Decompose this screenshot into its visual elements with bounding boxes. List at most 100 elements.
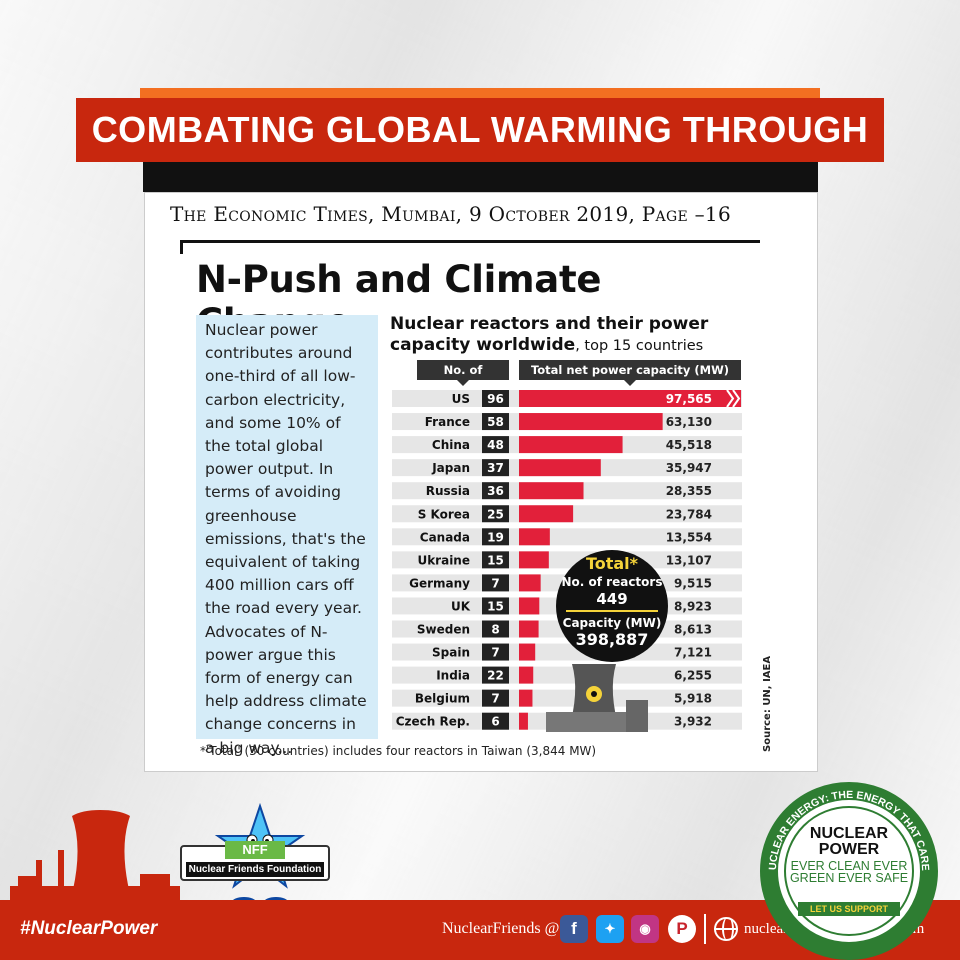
country-label: Czech Rep. <box>396 715 470 729</box>
country-label: Germany <box>409 576 470 590</box>
svg-text:NUCLEAR ENERGY: THE ENERGY THA: NUCLEAR ENERGY: THE ENERGY THAT CARES <box>756 778 931 871</box>
globe-icon <box>714 917 738 941</box>
reactor-count-value: 15 <box>487 599 504 613</box>
row-background <box>392 666 742 684</box>
reactor-count-box <box>482 482 509 500</box>
reactor-count-box <box>482 436 509 454</box>
capacity-bar <box>519 436 623 454</box>
capacity-bar <box>519 574 541 592</box>
chart-title-block: Nuclear reactors and their power capacit… <box>390 314 750 357</box>
country-label: Ukraine <box>417 553 470 567</box>
chart-subtitle: , top 15 countries <box>575 338 704 354</box>
pinterest-icon[interactable]: P <box>668 915 696 943</box>
seal-ring: NUCLEAR ENERGY: THE ENERGY THAT CARES <box>756 778 931 871</box>
row-background <box>392 551 742 569</box>
total-capacity-value: 398,887 <box>575 630 649 649</box>
capacity-value-label: 97,565 <box>666 392 712 406</box>
capacity-bar <box>519 482 584 500</box>
org-full-name: Nuclear Friends Foundation <box>186 862 324 877</box>
reactor-count-box <box>482 712 509 730</box>
country-label: Spain <box>432 646 470 660</box>
capacity-value-label: 13,107 <box>666 553 712 567</box>
reactor-count-box <box>482 505 509 523</box>
banner-fold-shadow <box>143 162 818 192</box>
total-badge: Total* No. of reactors 449 Capacity (MW)… <box>556 550 668 662</box>
country-label: India <box>436 669 470 683</box>
seal-line2: EVER CLEAN EVER GREEN EVER SAFE <box>789 859 909 885</box>
reactor-count-box <box>482 620 509 638</box>
country-label: Canada <box>420 530 470 544</box>
capacity-bar <box>519 551 549 569</box>
capacity-value-label: 45,518 <box>666 438 712 452</box>
capacity-value-label: 8,923 <box>674 599 712 613</box>
reactor-count-box <box>482 551 509 569</box>
seal-line3: LET US SUPPORT <box>798 902 900 916</box>
radiation-symbol-core <box>591 691 597 697</box>
reactor-count-value: 19 <box>487 530 504 544</box>
total-reactors-label: No. of reactors <box>561 575 663 589</box>
footer-hashtag[interactable]: #NuclearPower <box>20 918 158 939</box>
reactor-count-box <box>482 574 509 592</box>
column-header-capacity: Total net power capacity (MW) <box>519 360 741 380</box>
capacity-bar <box>519 712 528 730</box>
reactor-count-value: 22 <box>487 669 504 683</box>
reactor-count-box <box>482 413 509 431</box>
capacity-bar <box>519 390 741 407</box>
reactor-count-box <box>482 666 509 684</box>
seal-center: NUCLEAR POWER EVER CLEAN EVER GREEN EVER… <box>784 806 914 936</box>
chart-source-note: Source: UN, IAEA <box>762 655 773 752</box>
row-background <box>392 643 742 661</box>
capacity-value-label: 28,355 <box>666 484 712 498</box>
capacity-value-label: 3,932 <box>674 715 712 729</box>
capacity-value-label: 8,613 <box>674 623 712 637</box>
capacity-value-label: 13,554 <box>666 530 712 544</box>
row-background <box>392 528 742 546</box>
instagram-icon[interactable]: ◉ <box>631 915 659 943</box>
reactor-count-value: 96 <box>487 392 504 406</box>
capacity-bar <box>519 689 533 707</box>
capacity-value-label: 6,255 <box>674 669 712 683</box>
banner-accent-strip <box>140 88 820 100</box>
country-label: China <box>432 438 470 452</box>
column-header-reactors-pointer <box>457 380 469 386</box>
country-label: Sweden <box>417 623 470 637</box>
capacity-value-label: 5,918 <box>674 692 712 706</box>
capacity-value-label: 9,515 <box>674 576 712 590</box>
total-reactors-value: 449 <box>596 590 628 608</box>
country-label: US <box>452 392 470 406</box>
article-body: Nuclear power contributes around one-thi… <box>196 315 378 757</box>
twitter-icon[interactable]: ✦ <box>596 915 624 943</box>
reactor-count-value: 7 <box>491 646 499 660</box>
capacity-value-label: 7,121 <box>674 646 712 660</box>
reactor-count-box <box>482 597 509 615</box>
column-header-capacity-pointer <box>624 380 636 386</box>
facebook-icon[interactable]: f <box>560 915 588 943</box>
capacity-bar <box>519 620 539 638</box>
article-source-line: The Economic Times, Mumbai, 9 October 20… <box>170 202 731 226</box>
reactor-count-box <box>482 459 509 477</box>
capacity-value-label: 35,947 <box>666 461 712 475</box>
reactor-count-value: 7 <box>491 692 499 706</box>
capacity-bar <box>519 643 536 661</box>
plant-annex-icon <box>626 700 648 732</box>
chart-title: Nuclear reactors and their power capacit… <box>390 314 709 355</box>
capacity-value-label: 23,784 <box>666 507 712 521</box>
chart-footnote: *'Total' (30 countries) includes four re… <box>200 744 597 758</box>
capacity-value-label: 63,130 <box>666 415 712 429</box>
reactor-count-value: 37 <box>487 461 504 475</box>
reactor-count-box <box>482 528 509 546</box>
reactor-count-box <box>482 689 509 707</box>
seal-ring-text: NUCLEAR ENERGY: THE ENERGY THAT CARES <box>756 778 931 871</box>
article-frame <box>180 240 760 254</box>
capacity-bar <box>519 505 574 523</box>
axis-break-marker <box>726 389 741 408</box>
reactor-count-value: 6 <box>491 715 499 729</box>
reactor-count-box <box>482 390 509 407</box>
reactor-count-value: 48 <box>487 438 504 452</box>
capacity-bar <box>519 413 663 431</box>
row-background <box>392 689 742 707</box>
country-label: France <box>425 415 470 429</box>
reactor-silhouette-icon <box>10 810 180 902</box>
country-label: UK <box>451 599 471 613</box>
